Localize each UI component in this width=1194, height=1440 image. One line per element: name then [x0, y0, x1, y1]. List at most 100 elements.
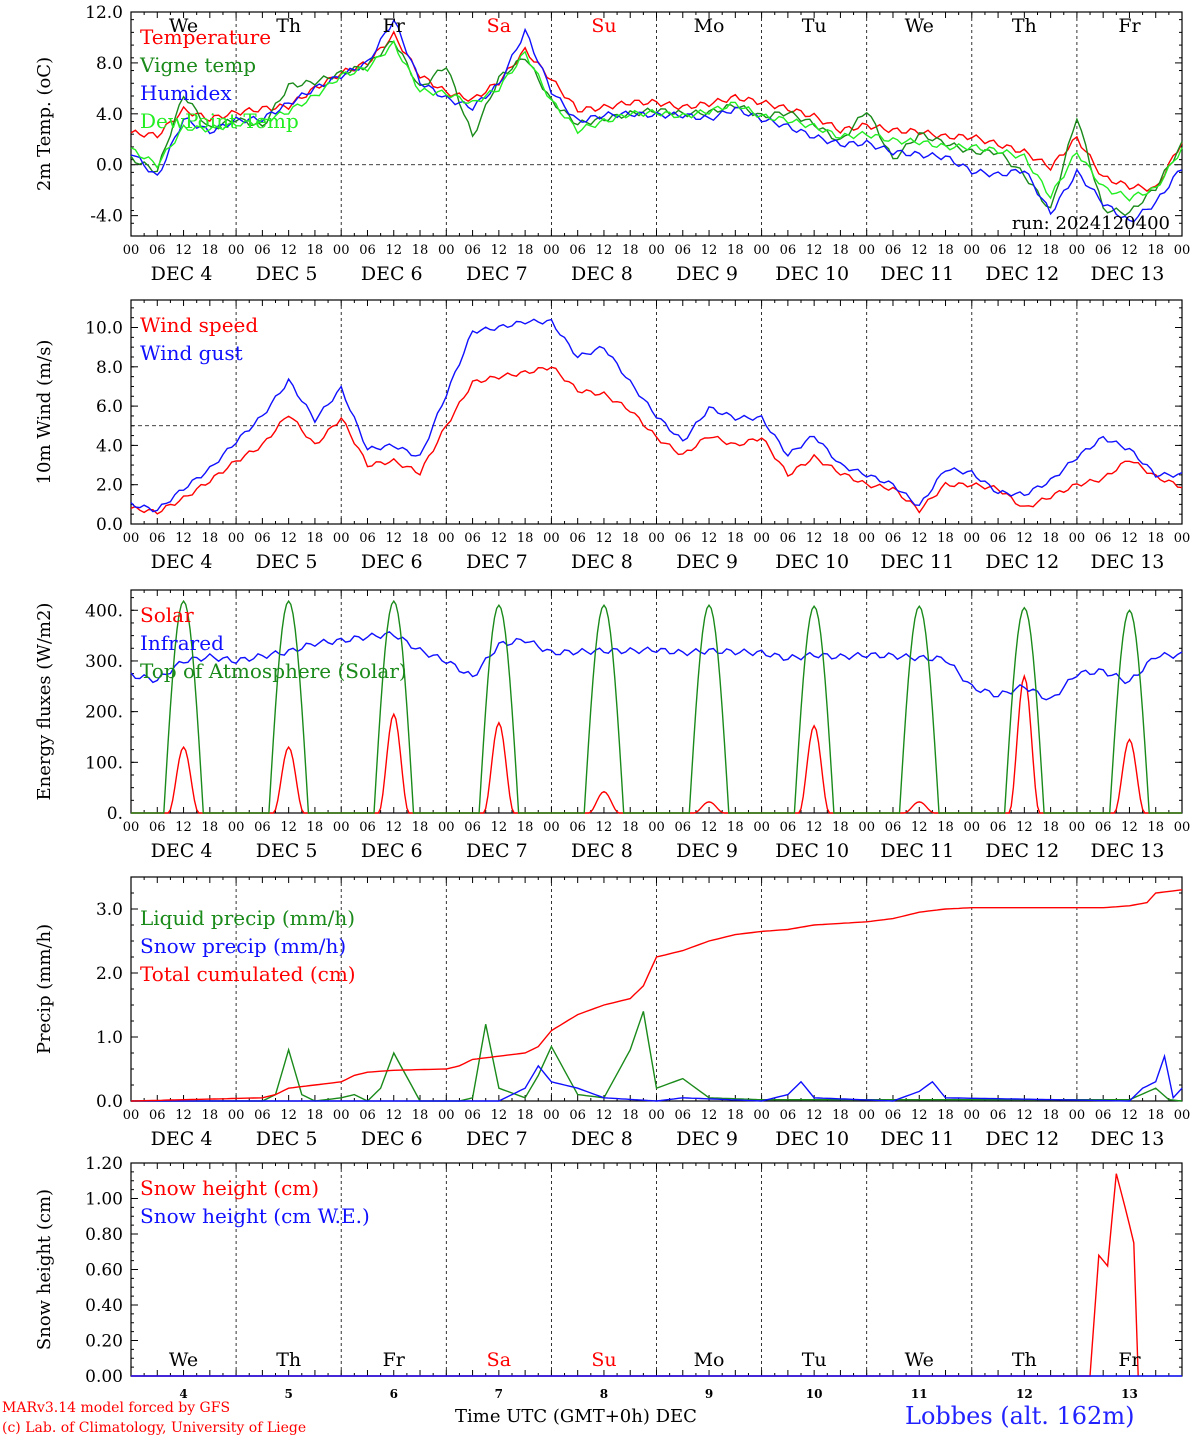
y-tick-label: 1.20: [85, 1154, 123, 1174]
hour-label: 18: [412, 1108, 429, 1123]
hour-label: 00: [228, 1108, 245, 1123]
hour-label: 12: [1016, 1108, 1033, 1123]
date-label: DEC 13: [1091, 263, 1165, 285]
legend-entry: Snow height (cm W.E.): [140, 1204, 370, 1228]
weekday-label: Fr: [383, 15, 406, 37]
hour-label: 12: [1016, 820, 1033, 835]
hour-label: 18: [937, 820, 954, 835]
y-tick-label: 10.0: [85, 319, 123, 339]
hour-label: 12: [280, 820, 297, 835]
y-tick-label: 2.0: [96, 964, 123, 984]
hour-label: 06: [149, 531, 166, 546]
hour-label: 18: [1042, 820, 1059, 835]
hour-label: 18: [1147, 820, 1164, 835]
hour-label: 18: [727, 531, 744, 546]
hour-label: 12: [701, 243, 718, 258]
hour-label: 06: [885, 820, 902, 835]
hour-label: 12: [385, 820, 402, 835]
hour-label: 00: [123, 531, 140, 546]
date-label: DEC 4: [151, 263, 213, 285]
date-label: DEC 5: [256, 551, 318, 573]
weekday-label: We: [169, 15, 198, 37]
hour-label: 06: [464, 243, 481, 258]
day-number-label: 4: [179, 1387, 187, 1401]
date-label: DEC 6: [361, 263, 423, 285]
hour-label: 18: [937, 531, 954, 546]
hour-label: 00: [228, 531, 245, 546]
y-tick-label: 2.0: [96, 476, 123, 496]
hour-label: 00: [964, 1108, 981, 1123]
hour-label: 18: [307, 243, 324, 258]
legend-entry: Vigne temp: [139, 53, 256, 77]
date-label: DEC 10: [775, 840, 849, 862]
date-label: DEC 5: [256, 263, 318, 285]
hour-label: 00: [1174, 531, 1191, 546]
hour-label: 18: [832, 820, 849, 835]
legend-entry: Total cumulated (cm): [140, 962, 356, 986]
hour-label: 12: [701, 1108, 718, 1123]
date-label: DEC 4: [151, 551, 213, 573]
series-line-humidex: [130, 18, 1183, 223]
hour-label: 00: [858, 820, 875, 835]
hour-label: 06: [990, 531, 1007, 546]
series-line-total-cumulated-cm-: [130, 889, 1183, 1102]
lab-credit: (c) Lab. of Climatology, University of L…: [2, 1420, 307, 1436]
date-label: DEC 13: [1091, 1128, 1165, 1150]
hour-label: 12: [806, 243, 823, 258]
hour-label: 18: [307, 531, 324, 546]
hour-label: 06: [885, 1108, 902, 1123]
series-line-snow-precip-mm-h-: [131, 1053, 1183, 1102]
y-tick-label: 0.00: [85, 1367, 123, 1387]
hour-label: 06: [149, 1108, 166, 1123]
hour-label: 12: [385, 243, 402, 258]
weekday-label: Fr: [383, 1349, 406, 1371]
date-label: DEC 12: [985, 840, 1059, 862]
date-label: DEC 7: [466, 840, 528, 862]
hour-label: 12: [280, 1108, 297, 1123]
hour-label: 12: [1016, 531, 1033, 546]
hour-label: 06: [254, 1108, 271, 1123]
hour-label: 00: [648, 820, 665, 835]
y-tick-label: 0.0: [96, 156, 123, 176]
y-axis-label: Energy fluxes (W/m2): [34, 603, 55, 801]
date-label: DEC 9: [676, 551, 738, 573]
hour-label: 06: [1095, 820, 1112, 835]
date-label: DEC 7: [466, 1128, 528, 1150]
hour-label: 12: [911, 531, 928, 546]
hour-label: 00: [438, 531, 455, 546]
date-label: DEC 10: [775, 1128, 849, 1150]
hour-label: 06: [780, 1108, 797, 1123]
hour-label: 00: [858, 243, 875, 258]
hour-label: 06: [990, 820, 1007, 835]
hour-label: 00: [648, 1108, 665, 1123]
hour-label: 00: [753, 820, 770, 835]
hour-label: 18: [202, 243, 219, 258]
weekday-label: Su: [591, 15, 616, 37]
hour-label: 18: [517, 243, 534, 258]
hour-label: 00: [1174, 1108, 1191, 1123]
hour-label: 18: [1042, 243, 1059, 258]
hour-label: 00: [228, 243, 245, 258]
date-label: DEC 8: [571, 551, 633, 573]
hour-label: 12: [701, 531, 718, 546]
hour-label: 06: [780, 243, 797, 258]
hour-label: 18: [832, 1108, 849, 1123]
y-tick-label: 0.40: [85, 1296, 123, 1316]
hour-label: 00: [333, 243, 350, 258]
day-number-label: 7: [495, 1387, 503, 1401]
hour-label: 06: [569, 1108, 586, 1123]
plot-frame: [130, 299, 1183, 525]
hour-label: 12: [280, 243, 297, 258]
weekday-label: Sa: [487, 15, 511, 37]
date-label: DEC 8: [571, 1128, 633, 1150]
hour-label: 18: [727, 820, 744, 835]
day-number-label: 8: [600, 1387, 608, 1401]
hour-label: 12: [385, 531, 402, 546]
hour-label: 18: [727, 1108, 744, 1123]
day-number-label: 5: [284, 1387, 292, 1401]
series-line-temperature: [130, 30, 1183, 192]
hour-label: 12: [280, 531, 297, 546]
hour-label: 00: [123, 820, 140, 835]
hour-label: 06: [359, 531, 376, 546]
